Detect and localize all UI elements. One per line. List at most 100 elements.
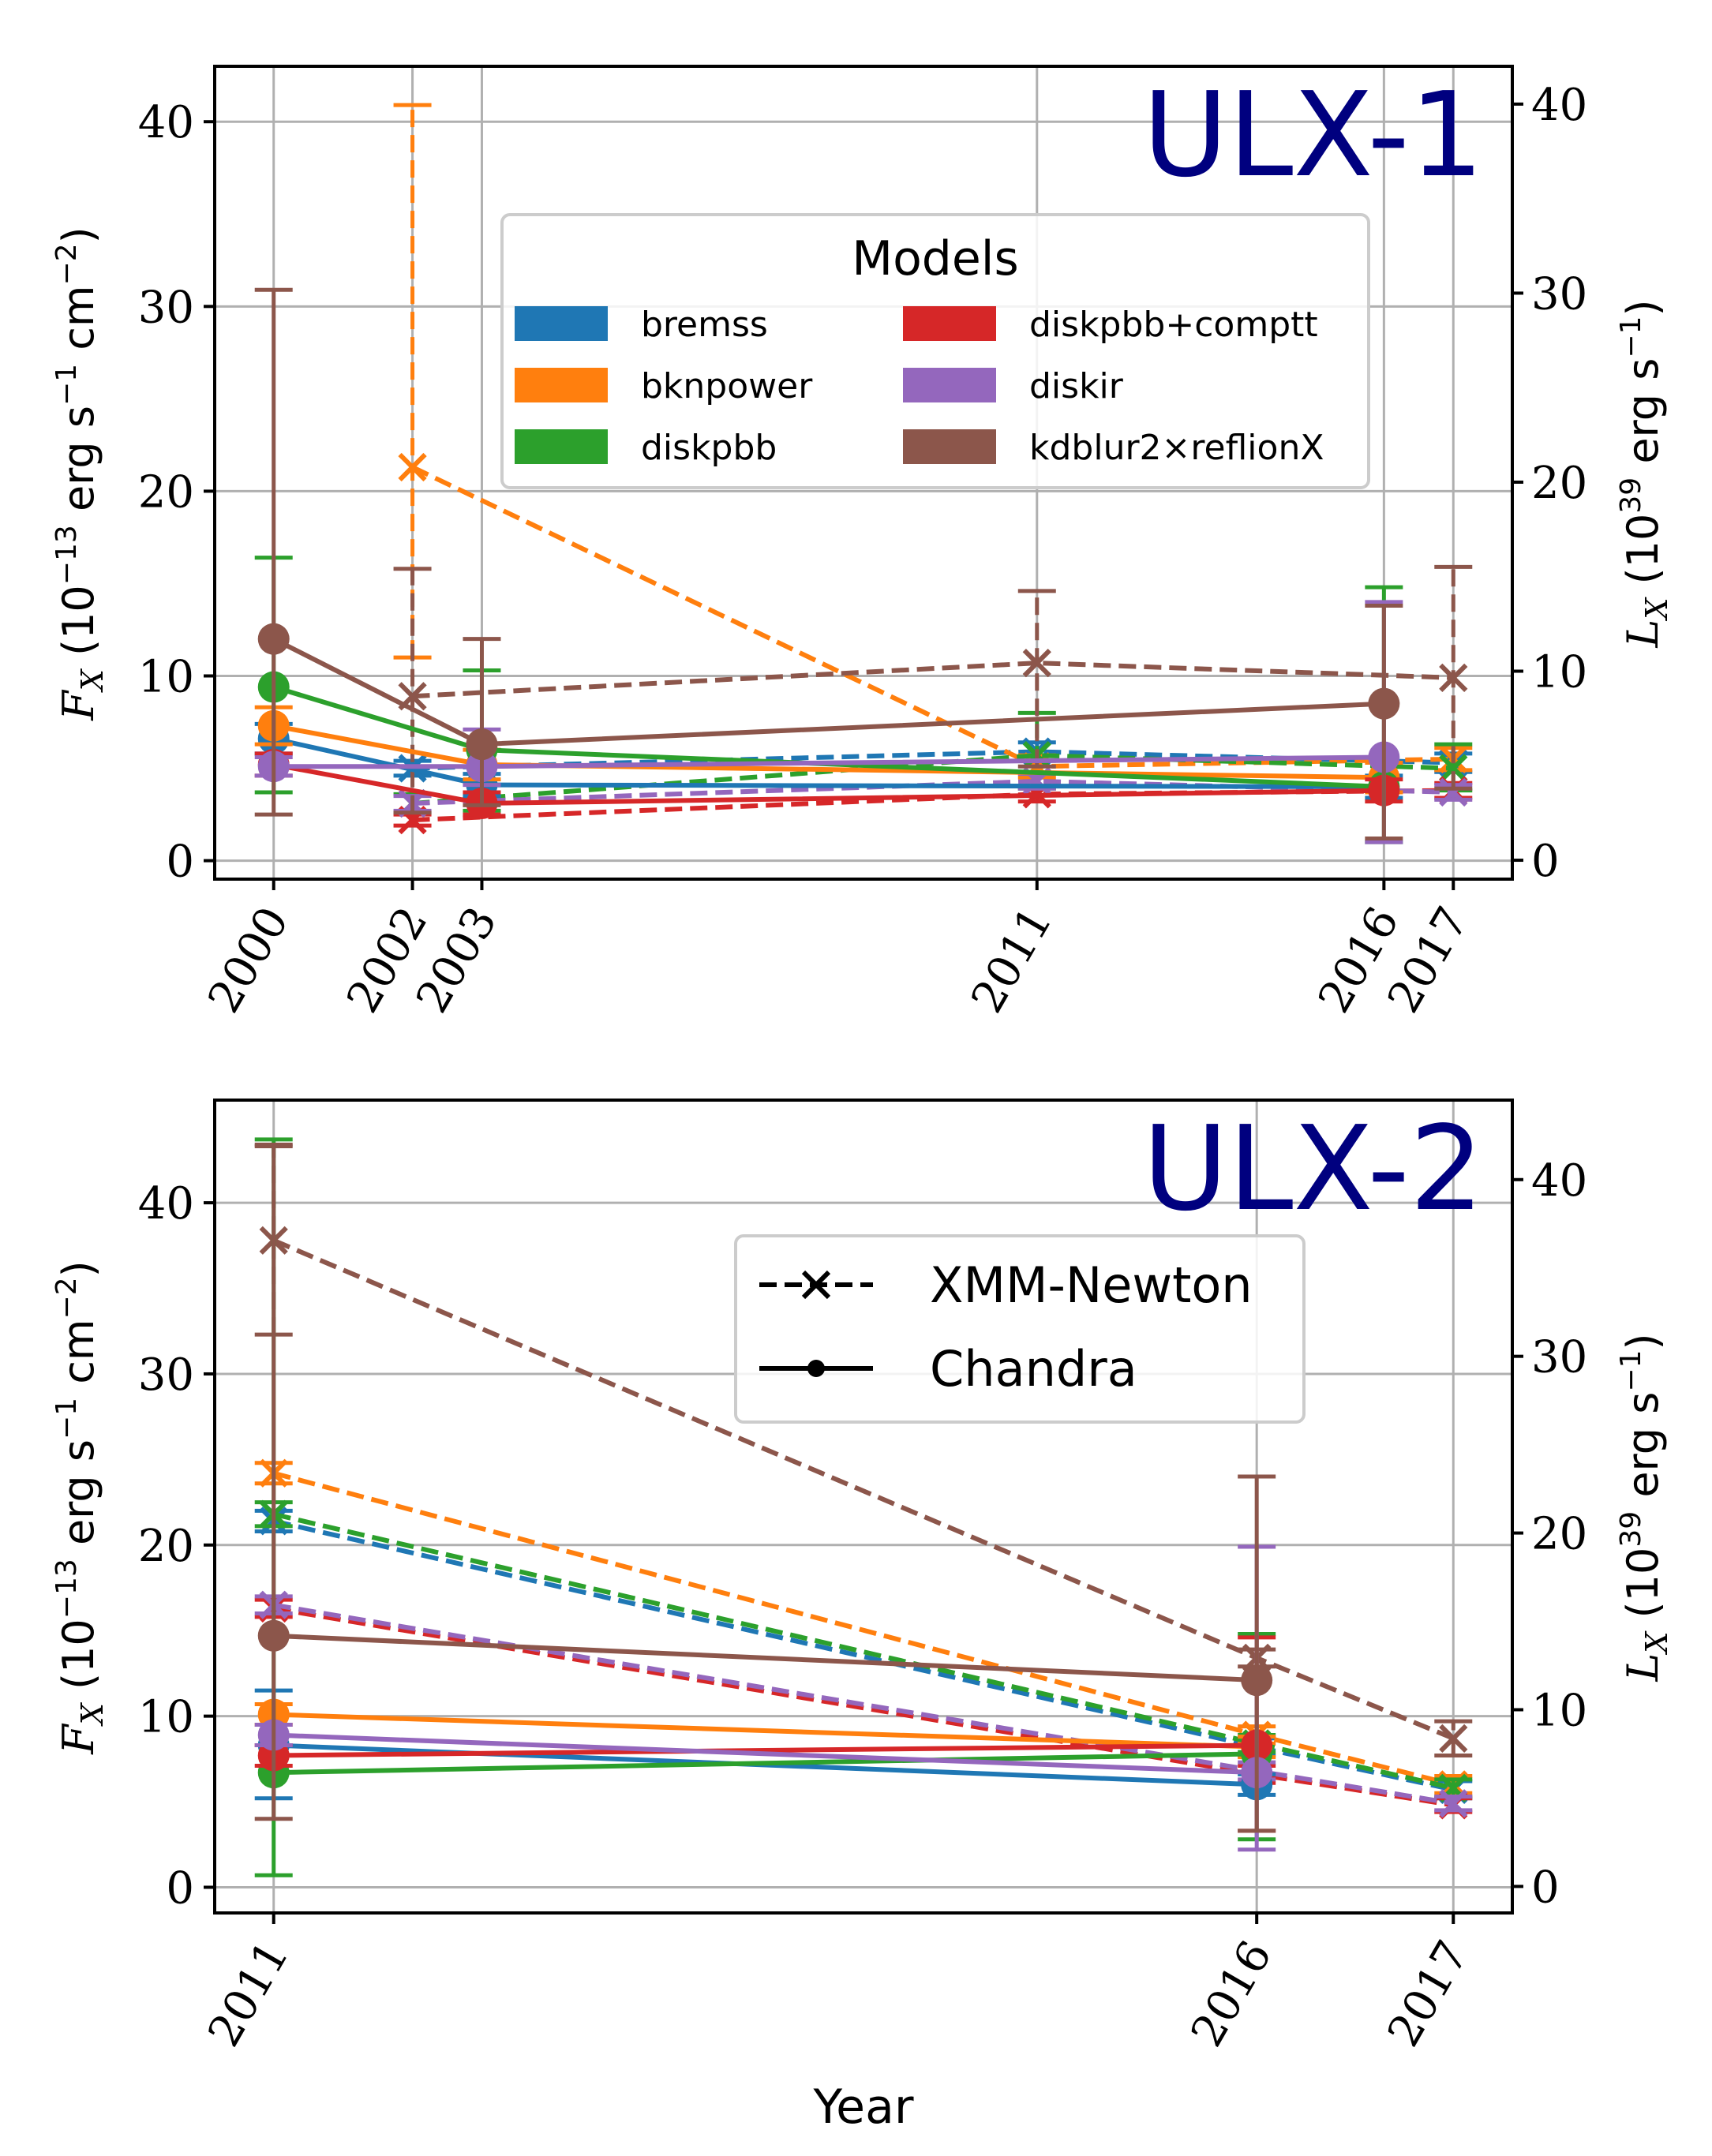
y-tick-label-left: 40 bbox=[138, 97, 194, 148]
legend-item-bremss: bremss bbox=[515, 305, 768, 345]
legend-swatch bbox=[515, 429, 608, 464]
series-line bbox=[412, 661, 1454, 699]
svg-text:FX (10−13 erg s−1 cm−2): FX (10−13 erg s−1 cm−2) bbox=[51, 1260, 110, 1754]
series-line bbox=[273, 1732, 1257, 1776]
ylabel-right-ulx2: LX (1039 erg s−1) bbox=[1615, 1333, 1674, 1682]
y-tick-label-right: 40 bbox=[1531, 1155, 1587, 1207]
series-diskpbb-comptt-chandra bbox=[254, 1635, 1276, 1833]
legend-label: bknpower bbox=[641, 366, 813, 406]
series-line bbox=[273, 1602, 1454, 1806]
legend-instruments: XMM-Newton Chandra bbox=[734, 1234, 1306, 1424]
y-tick-label-right: 30 bbox=[1531, 268, 1587, 320]
legend-xmm-marker bbox=[801, 1270, 831, 1300]
legend-models: Models bremss bknpower diskpbb diskpbb+comp… bbox=[500, 213, 1370, 489]
ylabel-right-ulx1: LX (1039 erg s−1) bbox=[1615, 299, 1674, 648]
series-kdblur2-reflionx-chandra bbox=[254, 1142, 1276, 1833]
y-tick-label-right: 0 bbox=[1531, 1862, 1560, 1913]
data-point bbox=[1368, 687, 1400, 720]
axes-frame-ulx2 bbox=[213, 1099, 1514, 1915]
svg-text:LX (1039 erg s−1): LX (1039 erg s−1) bbox=[1615, 1333, 1674, 1682]
y-tick-label-right: 0 bbox=[1531, 836, 1560, 887]
xlabel: Year bbox=[812, 2079, 913, 2135]
y-tick-label-right: 40 bbox=[1531, 80, 1587, 131]
legend-label: bremss bbox=[641, 305, 768, 345]
ylabel-left-ulx1: FX (10−13 erg s−1 cm−2) bbox=[51, 226, 110, 721]
data-point bbox=[257, 623, 290, 655]
legend-swatch bbox=[515, 368, 608, 402]
y-tick-label-right: 10 bbox=[1531, 647, 1587, 698]
panel-ulx2: 2011 2016 2017 0 10 20 30 40 0 10 20 30 40 ULX-2 XMM… bbox=[51, 1099, 1674, 2135]
data-point bbox=[1439, 663, 1468, 692]
series-line bbox=[411, 465, 1454, 769]
legend-swatch bbox=[903, 368, 996, 402]
data-point bbox=[1022, 648, 1051, 678]
series-group-ulx1 bbox=[254, 103, 1473, 844]
y-tick-label-left: 40 bbox=[138, 1178, 194, 1230]
legend-label: diskpbb bbox=[641, 428, 777, 468]
series-line bbox=[272, 637, 1384, 747]
svg-text:FX (10−13 erg s−1 cm−2): FX (10−13 erg s−1 cm−2) bbox=[51, 226, 110, 721]
legend-item-kdblur2-reflionx: kdblur2×reflionX bbox=[903, 428, 1324, 468]
series-kdblur2-reflionx-chandra bbox=[254, 287, 1403, 840]
axes-frame-ulx1 bbox=[213, 65, 1514, 881]
x-tick-label: 2017 bbox=[1378, 1933, 1479, 2056]
y-tick-label-left: 30 bbox=[138, 282, 194, 333]
panel-title-ulx1: ULX-1 bbox=[1143, 67, 1484, 203]
y-tick-label-right: 20 bbox=[1531, 458, 1587, 509]
series-line bbox=[273, 1742, 1257, 1758]
legend-chandra-label: Chandra bbox=[930, 1340, 1137, 1398]
data-point bbox=[398, 452, 427, 482]
y-tick-label-right: 20 bbox=[1531, 1509, 1587, 1560]
x-tick-label: 2011 bbox=[198, 1933, 299, 2056]
data-point bbox=[1439, 777, 1468, 807]
legend-swatch bbox=[903, 429, 996, 464]
data-point bbox=[1241, 1664, 1273, 1697]
data-point bbox=[1439, 754, 1468, 783]
series-line bbox=[272, 1470, 1455, 1787]
series-group-ulx2 bbox=[254, 1137, 1473, 1877]
data-point bbox=[257, 1619, 290, 1652]
y-tick-label-left: 0 bbox=[166, 837, 194, 888]
legend-chandra-marker bbox=[807, 1360, 825, 1377]
data-point bbox=[1439, 1789, 1468, 1818]
y-tick-label-right: 10 bbox=[1531, 1686, 1587, 1737]
series-line bbox=[412, 788, 1454, 823]
legend-item-diskpbb-comptt: diskpbb+comptt bbox=[903, 305, 1318, 345]
x-tick-label: 2000 bbox=[198, 899, 299, 1022]
legend-label: diskir bbox=[1029, 366, 1124, 406]
data-point bbox=[466, 728, 498, 761]
legend-label: kdblur2×reflionX bbox=[1029, 428, 1324, 468]
legend-item-diskpbb: diskpbb bbox=[515, 428, 777, 468]
legend-swatch bbox=[515, 306, 608, 341]
ylabel-left-ulx2: FX (10−13 erg s−1 cm−2) bbox=[51, 1260, 110, 1754]
x-tick-label: 2016 bbox=[1182, 1933, 1283, 2056]
series-line bbox=[273, 1712, 1257, 1750]
legend-xmm-label: XMM-Newton bbox=[930, 1256, 1253, 1314]
x-tick-label: 2011 bbox=[961, 899, 1062, 1022]
series-line bbox=[273, 1511, 1454, 1791]
y-tick-label-left: 20 bbox=[138, 1521, 194, 1572]
y-tick-label-left: 30 bbox=[138, 1349, 194, 1401]
y-tick-label-right: 30 bbox=[1531, 1332, 1587, 1383]
y-tick-label-left: 10 bbox=[138, 652, 194, 703]
series-diskir-xmm bbox=[254, 1590, 1473, 1818]
y-tick-label-left: 0 bbox=[166, 1862, 194, 1914]
legend-label: diskpbb+comptt bbox=[1029, 305, 1318, 345]
legend-swatch bbox=[903, 306, 996, 341]
series-diskir-chandra bbox=[254, 1544, 1276, 1852]
y-tick-label-left: 10 bbox=[138, 1692, 194, 1743]
series-diskir-chandra bbox=[254, 600, 1403, 844]
series-line bbox=[273, 1633, 1257, 1683]
series-bknpower-xmm bbox=[254, 1458, 1473, 1799]
legend-item-bknpower: bknpower bbox=[515, 366, 813, 406]
legend-item-diskir: diskir bbox=[903, 366, 1124, 406]
y-tick-label-left: 20 bbox=[138, 466, 194, 518]
series-line bbox=[273, 1751, 1257, 1776]
svg-text:LX (1039 erg s−1): LX (1039 erg s−1) bbox=[1615, 299, 1674, 648]
legend-title: Models bbox=[852, 231, 1018, 286]
panel-title-ulx2: ULX-2 bbox=[1143, 1101, 1484, 1237]
series-line bbox=[412, 778, 1454, 807]
data-point bbox=[1439, 1724, 1468, 1753]
